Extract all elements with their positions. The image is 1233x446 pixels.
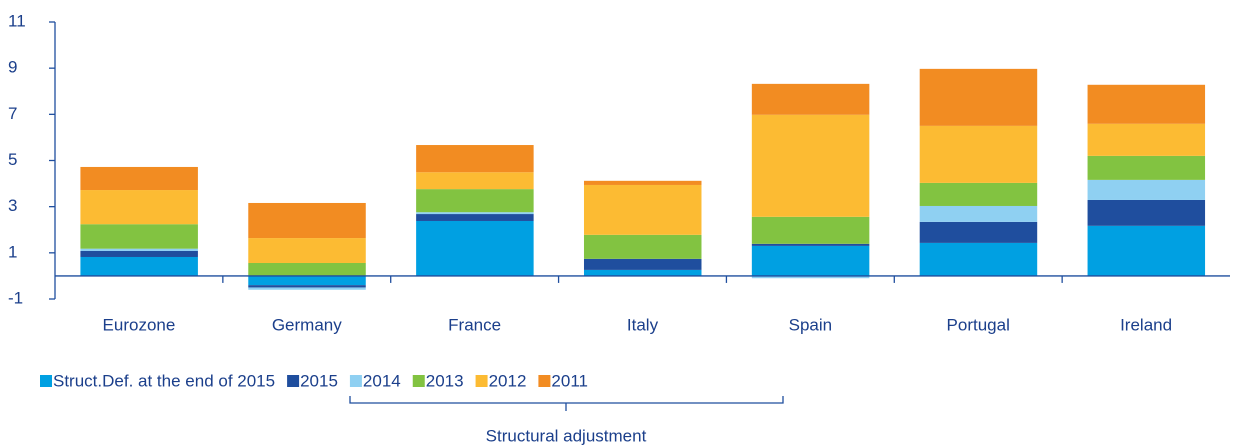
bar-segment <box>248 238 366 263</box>
bar-segment <box>248 285 366 288</box>
y-tick-label: 9 <box>8 58 17 77</box>
bar-segment <box>248 287 366 290</box>
bar-segment <box>919 205 1038 222</box>
bar-segment <box>583 258 702 270</box>
legend-swatch <box>412 375 425 387</box>
bar-segment <box>751 275 870 279</box>
bar-segment <box>919 125 1038 183</box>
bar-segment <box>583 234 702 259</box>
bar-segment <box>80 190 198 225</box>
bar-segment <box>1087 225 1206 276</box>
x-tick-label: Portugal <box>947 315 1010 334</box>
legend-label: 2013 <box>426 371 464 390</box>
bar-segment <box>416 220 534 276</box>
bar-segment <box>751 245 870 276</box>
bar-segment <box>919 221 1038 243</box>
bar-segment <box>248 202 366 239</box>
bar-segment <box>1087 179 1206 200</box>
y-tick-label: -1 <box>8 288 23 307</box>
bar-segment <box>416 189 534 213</box>
bar-segment <box>1087 123 1206 156</box>
bar-segment <box>416 214 534 221</box>
bar-segment <box>1087 155 1206 180</box>
legend-label: Struct.Def. at the end of 2015 <box>53 371 275 390</box>
bar-segment <box>80 166 198 191</box>
bar-segment <box>416 145 534 173</box>
y-tick-label: 1 <box>8 242 17 261</box>
bar-segment <box>80 256 198 276</box>
bar-segment <box>80 224 198 249</box>
bar-segment <box>751 216 870 244</box>
bar-segment <box>583 269 702 276</box>
bar-segment <box>1087 199 1206 226</box>
bar-segment <box>416 172 534 190</box>
bar-segment <box>919 68 1038 126</box>
y-tick-label: 5 <box>8 150 17 169</box>
bar-segment <box>751 83 870 115</box>
bar-segment <box>80 250 198 257</box>
bar-segment <box>751 114 870 217</box>
bar-segment <box>416 212 534 215</box>
legend-swatch <box>287 375 300 387</box>
bar-segment <box>80 248 198 251</box>
bar-segment <box>919 182 1038 206</box>
bar-segment <box>248 275 366 286</box>
bar-segment <box>919 242 1038 276</box>
y-tick-label: 7 <box>8 104 17 123</box>
annotation: Structural adjustment <box>486 426 647 445</box>
bar-segment <box>583 184 702 235</box>
x-tick-label: Eurozone <box>103 315 176 334</box>
y-tick-label: 3 <box>8 196 17 215</box>
x-tick-label: France <box>448 315 501 334</box>
bar-segment <box>1087 84 1206 124</box>
legend-label: 2015 <box>300 371 338 390</box>
x-tick-label: Spain <box>789 315 832 334</box>
legend-swatch <box>349 375 362 387</box>
legend-label: 2014 <box>363 371 401 390</box>
bar-segment <box>751 243 870 246</box>
legend-swatch <box>538 375 551 387</box>
x-tick-label: Italy <box>627 315 659 334</box>
legend-label: 2012 <box>489 371 527 390</box>
x-tick-label: Ireland <box>1120 315 1172 334</box>
bar-segment <box>248 262 366 276</box>
legend-swatch <box>40 375 52 387</box>
legend-swatch <box>475 375 488 387</box>
legend-label: 2011 <box>551 371 588 390</box>
y-tick-label: 11 <box>8 11 26 30</box>
x-tick-label: Germany <box>272 315 342 334</box>
bar-segment <box>583 180 702 185</box>
bracket <box>349 396 784 411</box>
